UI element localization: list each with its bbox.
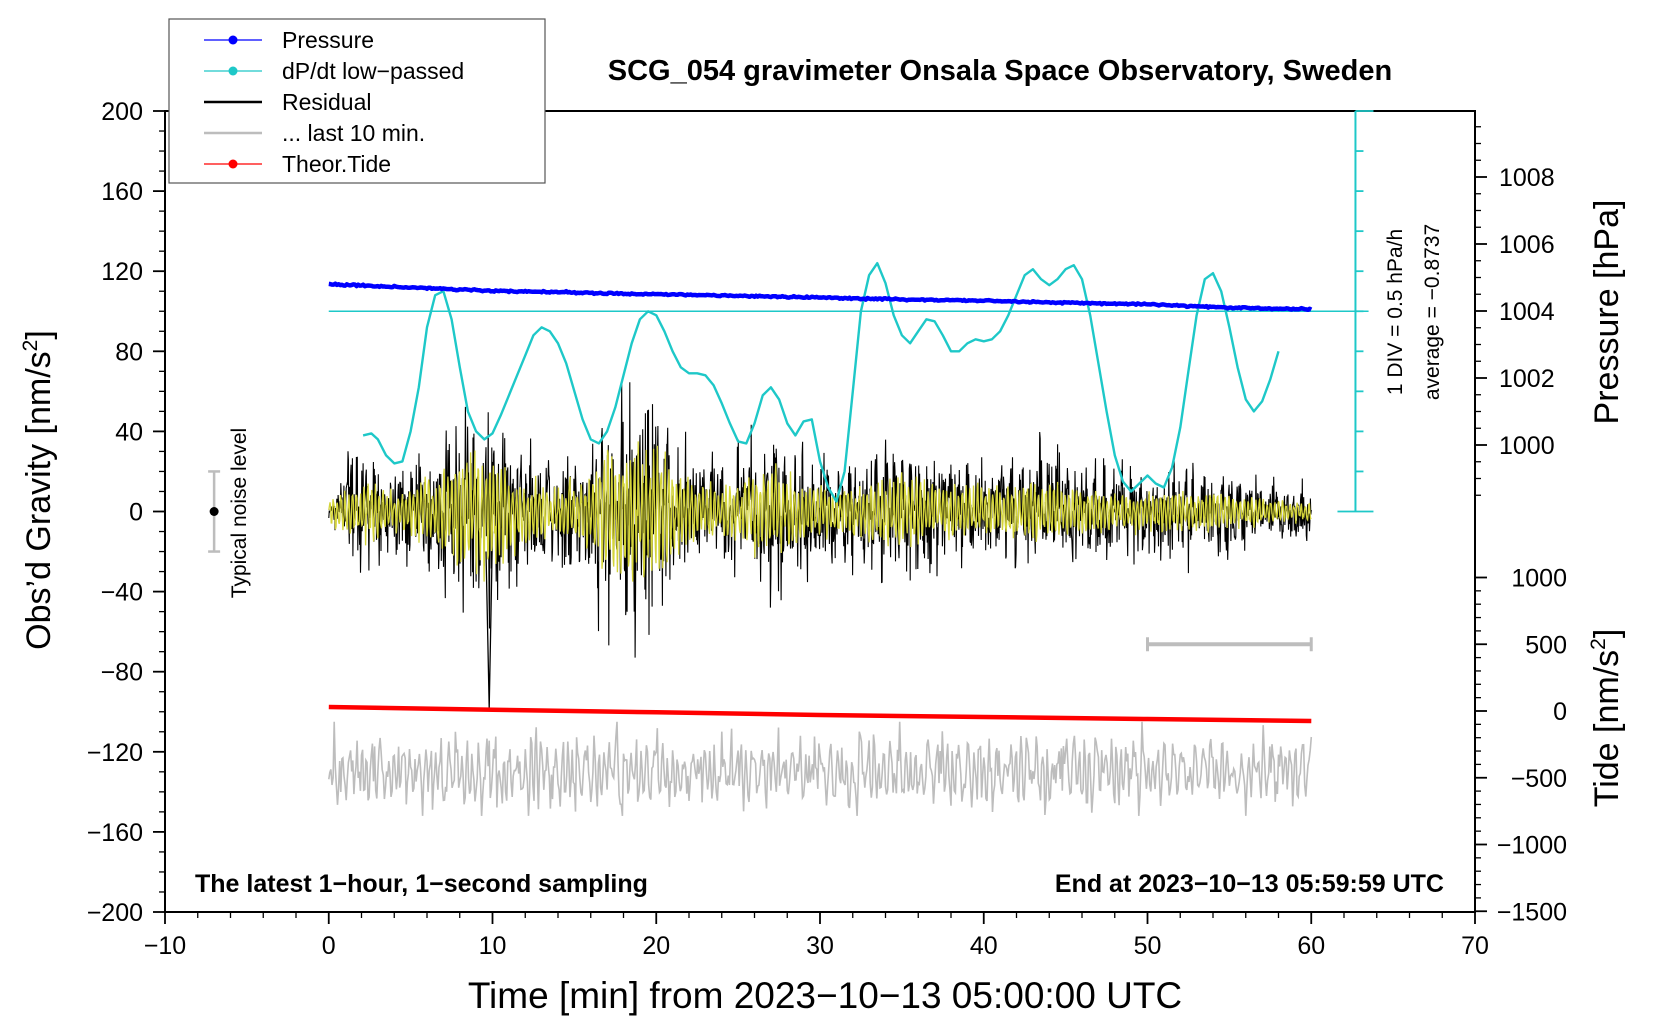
dpdt-line (362, 262, 1280, 503)
y-tick-label: −80 (101, 659, 143, 687)
tide-label-main: Tide [nm/s (1588, 650, 1626, 807)
y-axis-label-tide: Tide [nm/s2] (1587, 629, 1626, 808)
legend-label: Theor.Tide (282, 151, 391, 177)
x-tick-label: 30 (806, 932, 834, 960)
gravity-label-main: Obs’d Gravity [nm/s (20, 351, 58, 650)
x-tick-label: 20 (642, 932, 670, 960)
gravity-label-close: ] (20, 330, 58, 339)
legend-marker (228, 66, 238, 76)
pressure-tick-label: 1008 (1499, 164, 1555, 192)
y-axis-label-pressure: Pressure [hPa] (1588, 200, 1626, 425)
y-tick-label: 200 (101, 98, 143, 126)
x-tick-label: 50 (1134, 932, 1162, 960)
tide-label-sup: 2 (1587, 638, 1610, 650)
tide-tick-label: 0 (1553, 698, 1567, 726)
y-tick-label: 160 (101, 178, 143, 206)
pressure-tick-label: 1006 (1499, 231, 1555, 259)
tide-tick-label: −1000 (1497, 832, 1567, 860)
pressure-tick-label: 1004 (1499, 298, 1555, 326)
tide-tick-label: −1500 (1497, 898, 1567, 926)
x-axis-label: Time [min] from 2023−10−13 05:00:00 UTC (468, 975, 1182, 1016)
annotation-bottom-left: The latest 1−hour, 1−second sampling (195, 870, 648, 898)
data-layer (208, 262, 1369, 816)
legend-label: Pressure (282, 27, 374, 53)
x-tick-label: 10 (479, 932, 507, 960)
y-tick-label: −40 (101, 579, 143, 607)
gravity-label-sup: 2 (19, 340, 42, 352)
legend-label: Residual (282, 89, 372, 115)
x-tick-label: −10 (144, 932, 186, 960)
y-tick-label: 0 (129, 499, 143, 527)
tide-line (328, 704, 1312, 724)
pressure-tick-label: 1002 (1499, 365, 1555, 393)
y-tick-label: −120 (87, 739, 143, 767)
y-tick-label: 40 (115, 418, 143, 446)
annotation-bottom-right: End at 2023−10−13 05:59:59 UTC (1055, 870, 1444, 898)
tide-label-close: ] (1588, 629, 1626, 638)
x-tick-label: 0 (322, 932, 336, 960)
legend-marker (228, 159, 238, 169)
x-tick-label: 70 (1461, 932, 1489, 960)
y-tick-label: 120 (101, 258, 143, 286)
dpdt-average-label: average = −0.8737 (1421, 224, 1444, 400)
y-axis-label-gravity: Obs’d Gravity [nm/s2] (19, 330, 58, 650)
legend: Pressure dP/dt low−passed Residual ... last… (168, 18, 546, 184)
noise-bar-center (209, 507, 219, 516)
y-tick-label: −200 (87, 899, 143, 927)
residual-lowpass-line (328, 441, 1312, 582)
tide-tick-label: 500 (1525, 631, 1567, 659)
legend-items: Pressure dP/dt low−passed Residual ... last… (204, 27, 464, 177)
chart-title: SCG_054 gravimeter Onsala Space Observat… (608, 55, 1392, 87)
tide-tick-label: −500 (1511, 765, 1567, 793)
pressure-tick-label: 1000 (1499, 432, 1555, 460)
axes-layer: −10 0 10 20 30 40 50 60 70 200 160 120 80 40 0 −40 −80 −1… (87, 98, 1567, 960)
y-tick-label: −160 (87, 819, 143, 847)
legend-label: dP/dt low−passed (282, 58, 464, 84)
legend-marker (228, 35, 238, 45)
dpdt-scale-label: 1 DIV = 0.5 hPa/h (1384, 229, 1407, 395)
pressure-line (328, 281, 1313, 313)
last-10-min-line (328, 721, 1313, 816)
legend-label: ... last 10 min. (282, 120, 425, 146)
y-tick-label: 80 (115, 338, 143, 366)
x-tick-label: 40 (970, 932, 998, 960)
tide-tick-label: 1000 (1511, 565, 1567, 593)
x-tick-label: 60 (1297, 932, 1325, 960)
noise-level-label: Typical noise level (228, 428, 251, 598)
